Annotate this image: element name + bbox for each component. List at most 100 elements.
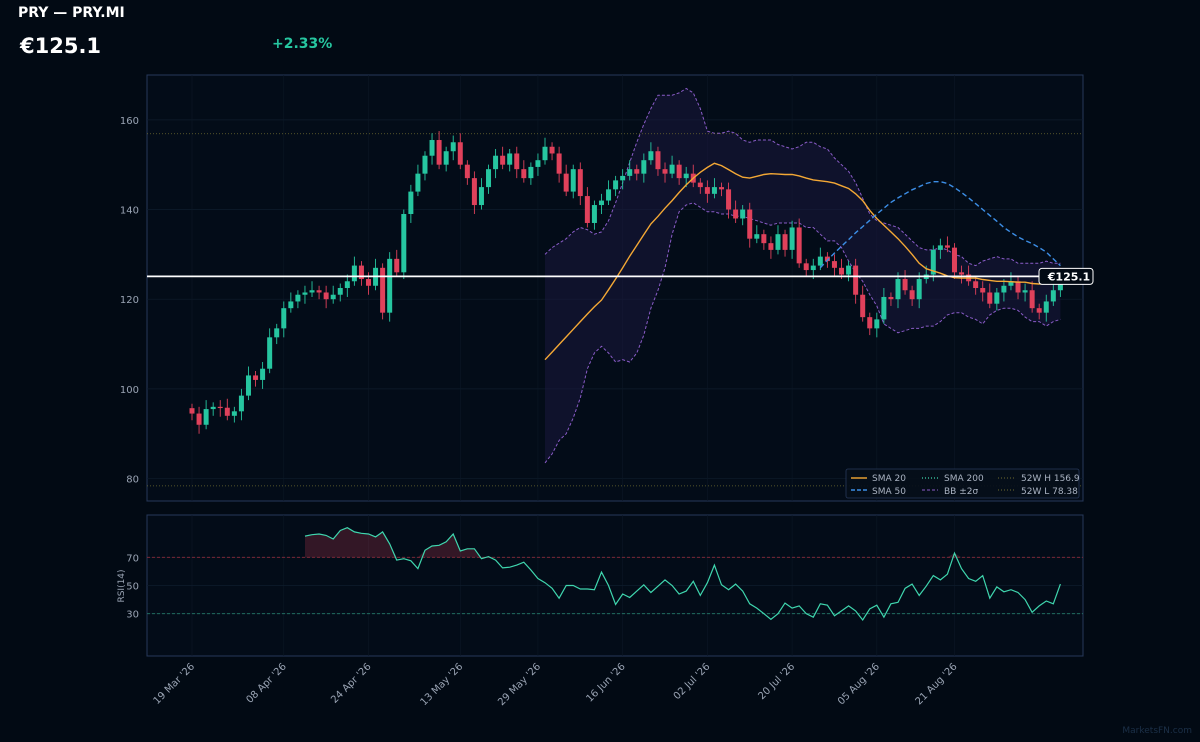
candle xyxy=(987,283,993,309)
rsi-axis-label: RSI(14) xyxy=(117,569,127,602)
x-tick-label: 16 Jun '26 xyxy=(585,661,628,704)
candle xyxy=(549,142,555,161)
candle xyxy=(450,135,456,161)
legend-bollinger: BB ±2σ xyxy=(944,487,978,497)
candle xyxy=(704,180,710,203)
candle xyxy=(959,265,965,284)
price-tick-label: 160 xyxy=(120,116,139,127)
candle xyxy=(916,272,922,309)
candle xyxy=(457,133,463,170)
candle xyxy=(747,202,753,248)
x-tick-label: 08 Apr '26 xyxy=(244,661,288,705)
candle xyxy=(528,162,534,185)
candle xyxy=(189,403,195,421)
candle xyxy=(203,400,209,430)
candle xyxy=(245,366,251,401)
candle xyxy=(853,258,859,304)
price-change: +2.33% xyxy=(272,36,333,52)
legend-52w-low: 52W L 78.38 xyxy=(1021,487,1078,497)
candle xyxy=(281,301,287,338)
chart-title: PRY — PRY.MI xyxy=(18,5,125,21)
x-tick-label: 20 Jul '26 xyxy=(756,661,797,702)
candle xyxy=(888,292,894,306)
candle xyxy=(344,274,350,297)
rsi-tick-label: 30 xyxy=(126,610,139,621)
candle xyxy=(295,290,301,309)
rsi-tick-label: 70 xyxy=(126,553,139,564)
candle xyxy=(217,400,223,417)
candle xyxy=(902,270,908,295)
x-tick-label: 19 Mar '26 xyxy=(152,661,198,707)
candle xyxy=(655,146,661,176)
candle xyxy=(577,162,583,206)
price-tick-label: 140 xyxy=(120,206,139,217)
candle xyxy=(288,292,294,313)
price-tick-label: 80 xyxy=(126,475,139,486)
candle xyxy=(415,164,421,197)
candle xyxy=(676,160,682,185)
candle xyxy=(754,225,760,244)
watermark: MarketsFN.com xyxy=(1122,726,1192,736)
candle xyxy=(358,261,364,286)
candle xyxy=(803,258,809,277)
candle xyxy=(422,151,428,181)
candle xyxy=(1015,276,1021,300)
candle xyxy=(846,261,852,282)
candle xyxy=(337,283,343,302)
candle xyxy=(1029,281,1035,313)
candle xyxy=(429,133,435,165)
candle xyxy=(500,146,506,170)
candle xyxy=(1050,281,1056,306)
candle xyxy=(669,155,675,179)
candle xyxy=(634,164,640,181)
candle xyxy=(598,193,604,215)
candle xyxy=(401,209,407,280)
price-tick-label: 100 xyxy=(120,385,139,396)
bollinger-upper-line xyxy=(544,87,1061,267)
candle xyxy=(387,252,393,322)
candle xyxy=(584,187,590,228)
candle xyxy=(238,388,244,421)
candle xyxy=(514,146,520,179)
price-tick-label: 120 xyxy=(120,295,139,306)
x-tick-label: 02 Jul '26 xyxy=(672,661,713,702)
candle xyxy=(683,166,689,188)
candle xyxy=(486,164,492,194)
candle xyxy=(521,160,527,183)
candle xyxy=(1001,279,1007,302)
candle xyxy=(253,370,259,387)
candle xyxy=(648,142,654,165)
candle xyxy=(478,178,484,210)
candle xyxy=(613,175,619,197)
candle xyxy=(817,247,823,271)
candle xyxy=(302,285,308,304)
candle xyxy=(937,238,943,259)
candle xyxy=(620,169,626,190)
candle xyxy=(994,288,1000,311)
candle xyxy=(895,272,901,309)
candle xyxy=(860,285,866,322)
candle xyxy=(930,245,936,282)
candle xyxy=(1022,283,1028,302)
current-price: €125.1 xyxy=(20,34,102,58)
candle xyxy=(711,178,717,199)
legend: SMA 20 SMA 50 SMA 200 BB ±2σ 52W H 156.9… xyxy=(845,468,1080,499)
candle xyxy=(980,281,986,302)
candle xyxy=(542,137,548,165)
legend-52w-high: 52W H 156.9 xyxy=(1021,474,1080,484)
candle xyxy=(881,288,887,324)
legend-sma200: SMA 200 xyxy=(944,474,984,484)
candle xyxy=(641,153,647,183)
candle xyxy=(493,148,499,179)
candle xyxy=(733,200,739,223)
x-tick-label: 21 Aug '26 xyxy=(914,661,960,707)
candle xyxy=(831,254,837,277)
candle xyxy=(606,180,612,206)
candle xyxy=(231,406,237,423)
candle xyxy=(351,256,357,286)
candle xyxy=(210,402,216,416)
candle xyxy=(789,220,795,259)
legend-sma20: SMA 20 xyxy=(872,474,906,484)
candle xyxy=(535,153,541,176)
